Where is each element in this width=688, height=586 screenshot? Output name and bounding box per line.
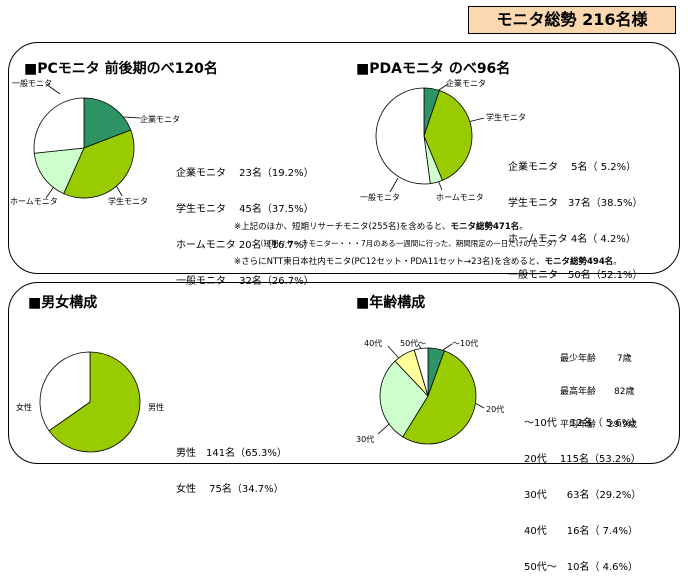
pc-stat-row: 企業モニタ 23名（19.2%） bbox=[176, 168, 314, 179]
note-end: 。 bbox=[519, 222, 528, 232]
pie-slice bbox=[402, 350, 477, 445]
pc-stat-row: 一般モニタ 32名（26.7%） bbox=[176, 276, 314, 287]
pie-slice bbox=[379, 360, 429, 438]
pda-stat-row: ホームモニタ 4名（ 4.2%） bbox=[508, 234, 636, 245]
age-label-30s: 30代 bbox=[356, 435, 375, 444]
pda-stats: 企業モニタ 5名（ 5.2%） 学生モニタ 37名（38.5%） ホームモニタ … bbox=[508, 138, 643, 294]
page-title: モニタ総勢 216名様 bbox=[468, 6, 676, 34]
pie-slice bbox=[33, 97, 85, 154]
pie-slice bbox=[63, 129, 135, 199]
note-internal: ※さらにNTT東日本社内モニタ(PC12セット・PDA11セット→23名)を含め… bbox=[234, 255, 622, 267]
pda-stat-row: 企業モニタ 5名（ 5.2%） bbox=[508, 162, 637, 173]
pc-label-corporate: 企業モニタ bbox=[140, 115, 180, 124]
gender-stat-row: 女性 75名（34.7%） bbox=[176, 484, 284, 495]
pda-section-title: ■PDAモニタ のべ96名 bbox=[356, 61, 511, 77]
age-stat-row: 40代 16名（ 7.4%） bbox=[524, 526, 639, 537]
pda-label-student: 学生モニタ bbox=[486, 113, 526, 122]
age-label-50s: 50代〜 bbox=[400, 339, 427, 348]
age-label-teens: 〜10代 bbox=[452, 339, 479, 348]
age-label-40s: 40代 bbox=[364, 339, 383, 348]
pie-slice bbox=[33, 147, 85, 195]
age-summary-row: 最高年齢 82歳 bbox=[560, 387, 635, 397]
note-short-term-explanation: （短期リサーチモニター・・・7月のある一週間に行った、期間限定の一日だけのモニタ… bbox=[256, 239, 561, 248]
composition-panel bbox=[8, 282, 680, 464]
pc-label-student: 学生モニタ bbox=[108, 197, 148, 206]
gender-label-female: 女性 bbox=[16, 403, 32, 412]
gender-label-male: 男性 bbox=[148, 403, 164, 412]
age-stat-row: 20代 115名（53.2%） bbox=[524, 454, 641, 465]
pie-slice bbox=[83, 97, 132, 149]
age-summary: 最少年齢 7歳 最高年齢 82歳 平均年齢 29.9歳 bbox=[560, 332, 637, 442]
note-text: ※さらにNTT東日本社内モニタ(PC12セット・PDA11セット→23名)を含め… bbox=[234, 257, 545, 267]
note-text: ※上記のほか、短期リサーチモニタ(255名)を含めると、 bbox=[234, 222, 451, 232]
pie-slice bbox=[423, 90, 473, 181]
age-summary-row: 平均年齢 29.9歳 bbox=[560, 420, 637, 430]
pc-stat-row: 学生モニタ 45名（37.5%） bbox=[176, 204, 314, 215]
pc-section-title: ■PCモニタ 前後期のべ120名 bbox=[24, 61, 218, 77]
pc-stat-row: ホームモニタ 20名（16.7%） bbox=[176, 240, 314, 251]
age-stat-row: 50代〜 10名（ 4.6%） bbox=[524, 562, 639, 573]
pie-slice bbox=[39, 351, 91, 432]
age-stat-row: 30代 63名（29.2%） bbox=[524, 490, 642, 501]
age-label-20s: 20代 bbox=[486, 405, 505, 414]
note-total: モニタ総勢494名 bbox=[544, 257, 614, 267]
note-short-term: ※上記のほか、短期リサーチモニタ(255名)を含めると、モニタ総勢471名。 bbox=[234, 220, 528, 232]
pda-label-corporate: 企業モニタ bbox=[446, 79, 486, 88]
pie-slice bbox=[413, 347, 429, 397]
age-stat-row: 〜10代 12名（ 5.6%） bbox=[524, 418, 642, 429]
gender-section-title: ■男女構成 bbox=[28, 295, 98, 311]
monitor-panel bbox=[8, 42, 680, 274]
age-stats: 〜10代 12名（ 5.6%） 20代 115名（53.2%） 30代 63名（… bbox=[524, 394, 641, 586]
pda-label-home: ホームモニタ bbox=[436, 193, 484, 202]
pda-pie-chart bbox=[375, 87, 473, 185]
pie-slice bbox=[375, 87, 431, 185]
pc-stats: 企業モニタ 23名（19.2%） 学生モニタ 45名（37.5%） ホームモニタ… bbox=[176, 144, 314, 300]
note-total: モニタ総勢471名 bbox=[450, 222, 520, 232]
pc-pie-chart bbox=[33, 97, 135, 199]
pda-stat-row: 一般モニタ 50名（52.1%） bbox=[508, 270, 643, 281]
note-end: 。 bbox=[613, 257, 622, 267]
age-section-title: ■年齢構成 bbox=[356, 295, 426, 311]
pda-stat-row: 学生モニタ 37名（38.5%） bbox=[508, 198, 643, 209]
pc-label-home: ホームモニタ bbox=[10, 197, 58, 206]
age-summary-row: 最少年齢 7歳 bbox=[560, 354, 632, 364]
gender-stat-row: 男性 141名（65.3%） bbox=[176, 448, 287, 459]
pda-label-general: 一般モニタ bbox=[360, 193, 400, 202]
pie-slice bbox=[48, 351, 141, 453]
gender-pie-chart bbox=[39, 351, 141, 453]
age-pie-chart bbox=[379, 347, 477, 445]
pc-label-general: 一般モニタ bbox=[12, 79, 52, 88]
